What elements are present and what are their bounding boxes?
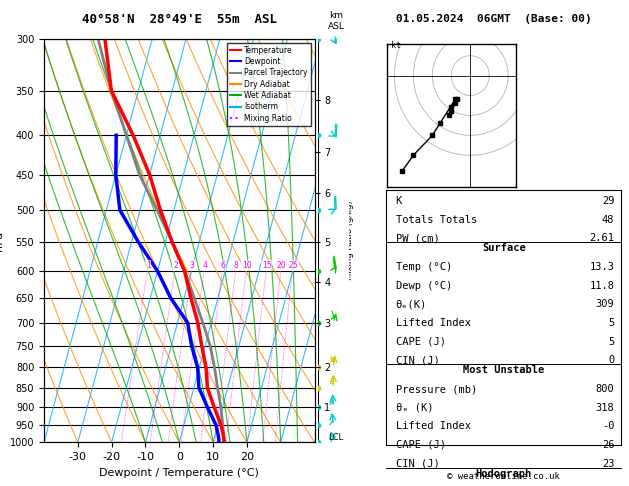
Text: 0: 0	[608, 355, 615, 365]
Text: K: K	[396, 196, 402, 206]
Legend: Temperature, Dewpoint, Parcel Trajectory, Dry Adiabat, Wet Adiabat, Isotherm, Mi: Temperature, Dewpoint, Parcel Trajectory…	[226, 43, 311, 125]
Text: CAPE (J): CAPE (J)	[396, 440, 445, 450]
Text: 10: 10	[242, 261, 252, 270]
Text: 3: 3	[190, 261, 195, 270]
Text: © weatheronline.co.uk: © weatheronline.co.uk	[447, 472, 560, 481]
Text: 318: 318	[596, 403, 615, 413]
Text: Totals Totals: Totals Totals	[396, 214, 477, 225]
Text: 4: 4	[203, 261, 207, 270]
Text: 20: 20	[277, 261, 286, 270]
Text: Dewp (°C): Dewp (°C)	[396, 281, 452, 291]
Text: 800: 800	[596, 384, 615, 394]
Text: km
ASL: km ASL	[328, 11, 345, 31]
X-axis label: Dewpoint / Temperature (°C): Dewpoint / Temperature (°C)	[99, 468, 259, 478]
Text: Lifted Index: Lifted Index	[396, 318, 470, 328]
Text: 11.8: 11.8	[589, 281, 615, 291]
Text: 29: 29	[602, 196, 615, 206]
Text: Lifted Index: Lifted Index	[396, 421, 470, 431]
Text: Pressure (mb): Pressure (mb)	[396, 384, 477, 394]
Text: 5: 5	[608, 336, 615, 347]
Text: CIN (J): CIN (J)	[396, 355, 440, 365]
Text: 25: 25	[288, 261, 298, 270]
Text: 23: 23	[602, 459, 615, 469]
Text: θₑ (K): θₑ (K)	[396, 403, 433, 413]
Text: 26: 26	[602, 440, 615, 450]
Text: 13.3: 13.3	[589, 262, 615, 272]
Text: PW (cm): PW (cm)	[396, 233, 440, 243]
Text: kt: kt	[391, 41, 401, 50]
Text: -0: -0	[602, 421, 615, 431]
Text: Temp (°C): Temp (°C)	[396, 262, 452, 272]
Text: 48: 48	[602, 214, 615, 225]
Text: 2.61: 2.61	[589, 233, 615, 243]
Text: 8: 8	[234, 261, 238, 270]
Text: 309: 309	[596, 299, 615, 309]
Text: Mixing Ratio (g/kg): Mixing Ratio (g/kg)	[345, 201, 354, 280]
Text: 15: 15	[262, 261, 272, 270]
Text: 6: 6	[221, 261, 225, 270]
Text: Surface: Surface	[482, 243, 526, 253]
Text: 2: 2	[173, 261, 178, 270]
Y-axis label: hPa: hPa	[0, 230, 4, 251]
Text: θₑ(K): θₑ(K)	[396, 299, 427, 309]
Text: 5: 5	[608, 318, 615, 328]
Text: 40°58'N  28°49'E  55m  ASL: 40°58'N 28°49'E 55m ASL	[82, 13, 277, 26]
Text: CIN (J): CIN (J)	[396, 459, 440, 469]
Text: LCL: LCL	[328, 433, 343, 442]
Text: 1: 1	[146, 261, 150, 270]
Text: Most Unstable: Most Unstable	[463, 365, 545, 375]
Text: Hodograph: Hodograph	[476, 469, 532, 479]
Text: CAPE (J): CAPE (J)	[396, 336, 445, 347]
Text: 01.05.2024  06GMT  (Base: 00): 01.05.2024 06GMT (Base: 00)	[396, 15, 592, 24]
